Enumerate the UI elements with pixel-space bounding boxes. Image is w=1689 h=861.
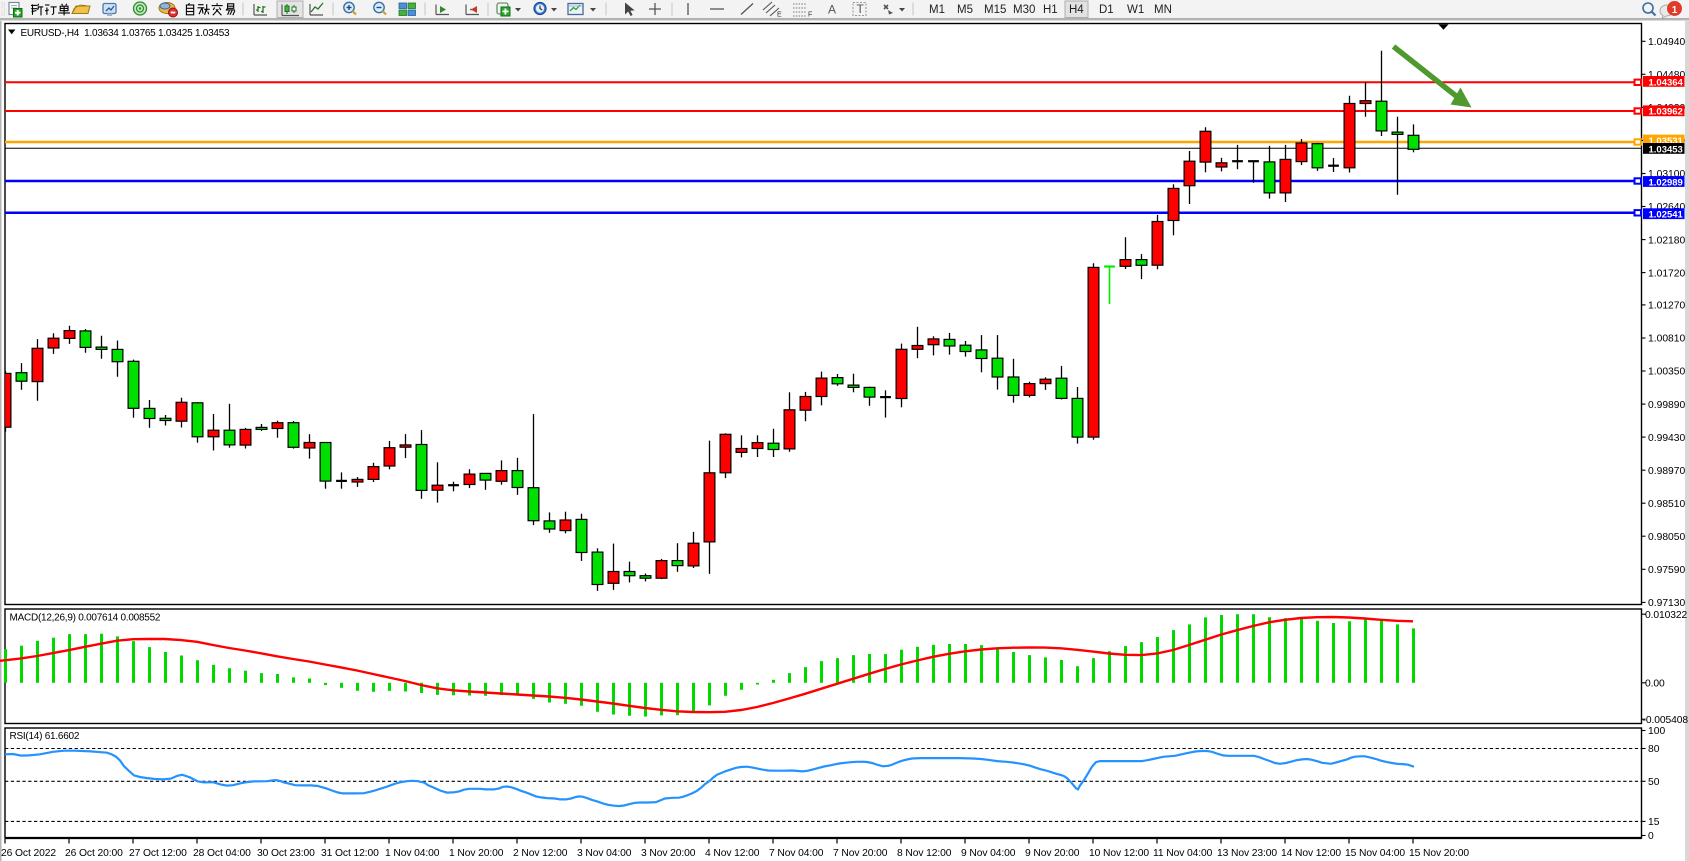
svg-text:0.99430: 0.99430 — [1648, 433, 1685, 444]
svg-text:1.03962: 1.03962 — [1649, 107, 1683, 118]
svg-text:M1: M1 — [929, 4, 945, 16]
svg-text:0.98510: 0.98510 — [1648, 499, 1685, 510]
svg-text:27 Oct 12:00: 27 Oct 12:00 — [129, 848, 187, 859]
svg-text:0.98050: 0.98050 — [1648, 532, 1685, 543]
svg-text:1 Nov 04:00: 1 Nov 04:00 — [385, 848, 440, 859]
svg-text:F: F — [808, 12, 812, 19]
svg-text:2 Nov 12:00: 2 Nov 12:00 — [513, 848, 568, 859]
svg-text:E: E — [777, 12, 782, 19]
svg-text:8 Nov 12:00: 8 Nov 12:00 — [897, 848, 952, 859]
svg-text:15 Nov 20:00: 15 Nov 20:00 — [1409, 848, 1469, 859]
svg-text:1 Nov 20:00: 1 Nov 20:00 — [449, 848, 504, 859]
svg-text:1.00810: 1.00810 — [1648, 334, 1685, 345]
svg-text:1.03100: 1.03100 — [1648, 169, 1685, 180]
svg-text:W1: W1 — [1127, 4, 1144, 16]
svg-text:9 Nov 04:00: 9 Nov 04:00 — [961, 848, 1016, 859]
svg-text:3 Nov 04:00: 3 Nov 04:00 — [577, 848, 632, 859]
svg-text:31 Oct 12:00: 31 Oct 12:00 — [321, 848, 379, 859]
svg-text:26 Oct 20:00: 26 Oct 20:00 — [65, 848, 123, 859]
svg-text:30 Oct 23:00: 30 Oct 23:00 — [257, 848, 315, 859]
svg-text:1.02541: 1.02541 — [1649, 210, 1684, 221]
svg-text:100: 100 — [1648, 726, 1665, 737]
svg-text:1.03453: 1.03453 — [1649, 144, 1683, 155]
svg-text:4 Nov 12:00: 4 Nov 12:00 — [705, 848, 760, 859]
svg-text:A: A — [828, 3, 836, 17]
svg-text:1.02989: 1.02989 — [1649, 177, 1683, 188]
svg-text:80: 80 — [1648, 744, 1660, 755]
svg-text:0.010322: 0.010322 — [1645, 610, 1688, 621]
svg-text:H1: H1 — [1043, 4, 1058, 16]
svg-text:H4: H4 — [1069, 4, 1084, 16]
svg-text:0.00: 0.00 — [1645, 679, 1665, 690]
svg-text:1.00350: 1.00350 — [1648, 367, 1685, 378]
svg-text:M30: M30 — [1013, 4, 1035, 16]
svg-text:RSI(14) 61.6602: RSI(14) 61.6602 — [10, 731, 80, 742]
svg-text:9 Nov 20:00: 9 Nov 20:00 — [1025, 848, 1080, 859]
svg-text:0.97590: 0.97590 — [1648, 565, 1685, 576]
svg-text:MN: MN — [1154, 4, 1172, 16]
svg-text:1.02640: 1.02640 — [1648, 202, 1685, 213]
svg-text:28 Oct 04:00: 28 Oct 04:00 — [193, 848, 251, 859]
svg-text:15: 15 — [1648, 817, 1660, 828]
svg-text:0.98970: 0.98970 — [1648, 466, 1685, 477]
svg-text:1.03531: 1.03531 — [1649, 136, 1684, 147]
svg-text:0.99890: 0.99890 — [1648, 400, 1685, 411]
svg-text:3 Nov 20:00: 3 Nov 20:00 — [641, 848, 696, 859]
svg-text:1.04480: 1.04480 — [1648, 70, 1685, 81]
svg-text:T: T — [857, 2, 865, 16]
svg-text:7 Nov 20:00: 7 Nov 20:00 — [833, 848, 888, 859]
svg-text:1.01720: 1.01720 — [1648, 268, 1685, 279]
svg-text:1.04940: 1.04940 — [1648, 37, 1685, 48]
svg-text:EURUSD-,H4 1.03634 1.03765 1.: EURUSD-,H4 1.03634 1.03765 1.03425 1.034… — [21, 28, 231, 39]
svg-text:-0.005408: -0.005408 — [1643, 715, 1689, 726]
svg-text:1.01270: 1.01270 — [1648, 301, 1685, 312]
svg-text:D1: D1 — [1099, 4, 1114, 16]
svg-text:M5: M5 — [957, 4, 973, 16]
svg-text:10 Nov 12:00: 10 Nov 12:00 — [1089, 848, 1149, 859]
svg-text:1.04364: 1.04364 — [1649, 77, 1684, 88]
svg-text:14 Nov 12:00: 14 Nov 12:00 — [1281, 848, 1341, 859]
svg-text:50: 50 — [1648, 777, 1660, 788]
svg-text:13 Nov 23:00: 13 Nov 23:00 — [1217, 848, 1277, 859]
svg-text:1.02180: 1.02180 — [1648, 235, 1685, 246]
svg-text:7 Nov 04:00: 7 Nov 04:00 — [769, 848, 824, 859]
svg-text:11 Nov 04:00: 11 Nov 04:00 — [1153, 848, 1213, 859]
svg-text:15 Nov 04:00: 15 Nov 04:00 — [1345, 848, 1405, 859]
svg-text:1: 1 — [1672, 5, 1678, 16]
svg-text:M15: M15 — [984, 4, 1006, 16]
svg-text:MACD(12,26,9) 0.007614 0.00855: MACD(12,26,9) 0.007614 0.008552 — [10, 613, 161, 624]
svg-text:0: 0 — [1648, 831, 1654, 842]
svg-text:0.97130: 0.97130 — [1648, 598, 1685, 609]
svg-text:26 Oct 2022: 26 Oct 2022 — [1, 848, 56, 859]
